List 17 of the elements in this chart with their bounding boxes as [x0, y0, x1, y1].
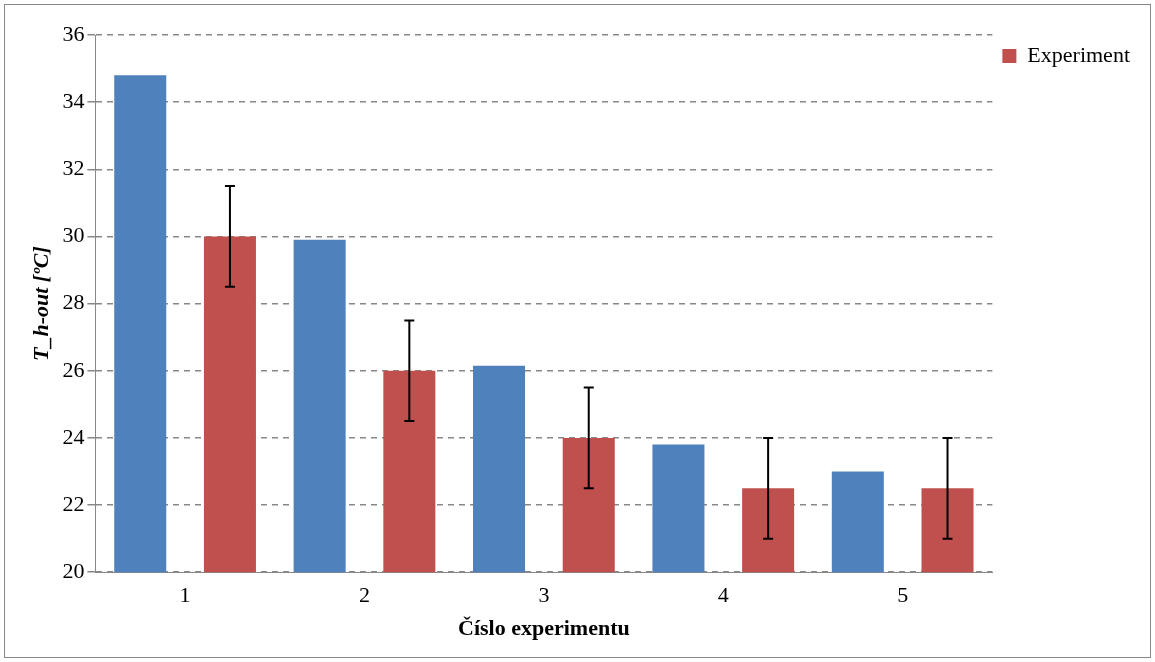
x-tick-label: 1: [179, 582, 191, 608]
y-tick-label: 30: [62, 222, 85, 248]
y-tick-label: 24: [62, 423, 85, 449]
y-tick-label: 26: [62, 356, 85, 382]
x-axis-title: Číslo experimentu: [458, 615, 630, 641]
x-tick-label: 2: [358, 582, 370, 608]
y-axis-title: T_h-out [ºC]: [27, 246, 53, 361]
y-tick-label: 28: [62, 289, 85, 315]
x-tick-label: 4: [717, 582, 729, 608]
y-tick-label: 34: [62, 87, 85, 113]
y-tick-label: 36: [62, 20, 85, 46]
y-tick-label: 32: [62, 155, 85, 181]
y-tick-label: 22: [62, 490, 85, 516]
x-tick-label: 3: [538, 582, 550, 608]
legend-label: Experiment: [1027, 41, 1131, 67]
y-tick-label: 20: [62, 557, 85, 583]
x-tick-label: 5: [897, 582, 909, 608]
